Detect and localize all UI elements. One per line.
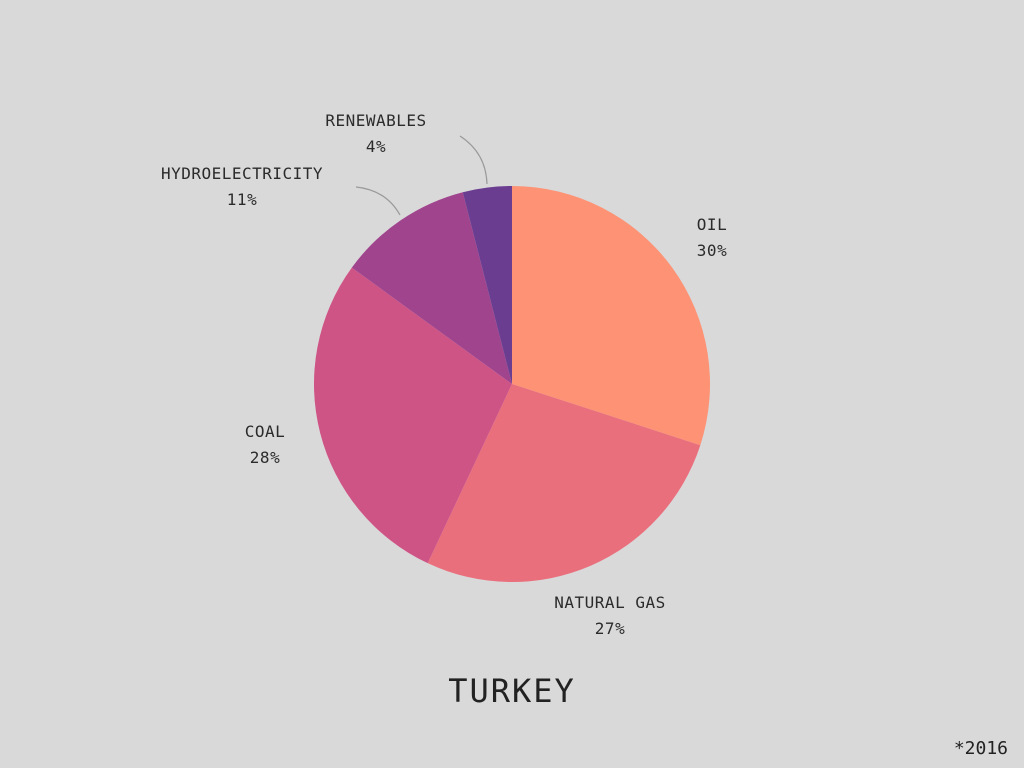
- pie-slice-renewables: [462, 186, 512, 384]
- chart-title: TURKEY: [448, 672, 576, 710]
- slice-label-hydroelectricity: HYDROELECTRICITY: [161, 164, 323, 183]
- slice-value-renewables: 4%: [366, 137, 386, 156]
- slice-value-oil: 30%: [697, 241, 727, 260]
- slice-value-coal: 28%: [250, 448, 280, 467]
- slice-label-renewables: RENEWABLES: [325, 111, 426, 130]
- pie-slice-natural-gas: [427, 384, 701, 583]
- slice-label-natural-gas: NATURAL GAS: [554, 593, 665, 612]
- slice-value-hydroelectricity: 11%: [227, 190, 257, 209]
- pie-slice-coal: [313, 267, 512, 564]
- pie-slice-oil: [512, 186, 711, 446]
- pie-slice-hydroelectricity: [351, 192, 512, 384]
- slice-label-oil: OIL: [697, 215, 727, 234]
- slice-labels: OIL 30% NATURAL GAS 27% COAL 28% HYDROELECTRIC…: [161, 111, 727, 638]
- leader-lines: [355, 135, 488, 216]
- pie-slices: [313, 186, 711, 583]
- slice-value-natural-gas: 27%: [595, 619, 625, 638]
- slice-label-coal: COAL: [245, 422, 286, 441]
- footnote-year: *2016: [953, 738, 1008, 759]
- leader-line-hydroelectricity: [355, 186, 401, 216]
- leader-line-renewables: [459, 135, 488, 185]
